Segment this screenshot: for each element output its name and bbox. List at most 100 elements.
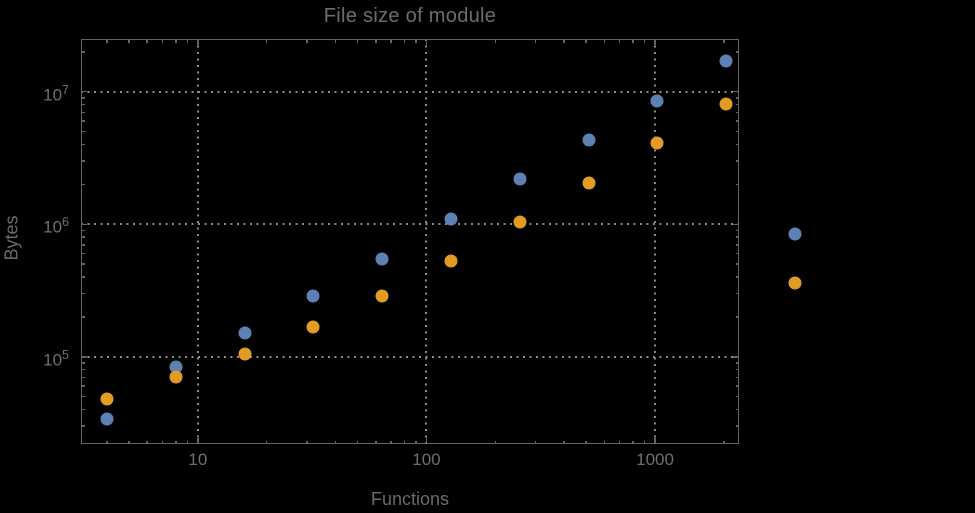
y-minor-tick (81, 368, 85, 371)
y-minor-tick (735, 160, 739, 162)
y-minor-tick (81, 111, 85, 114)
y-minor-tick (735, 276, 739, 278)
x-minor-tick (390, 440, 392, 444)
plot-area: 10 100 1000 105 106 107 (43, 39, 802, 469)
data-point-orange (169, 370, 183, 384)
data-point-orange (375, 289, 389, 303)
y-minor-tick (735, 130, 739, 133)
y-minor-tick (81, 385, 85, 387)
y-minor-tick (735, 292, 739, 295)
y-minor-tick (81, 395, 85, 398)
data-point-orange (513, 215, 527, 229)
data-point-orange (100, 392, 114, 406)
data-point-orange (444, 254, 458, 268)
data-point-orange (306, 320, 320, 334)
x-minor-tick (563, 440, 565, 444)
y-minor-tick (735, 183, 739, 186)
data-point-blue (375, 252, 389, 266)
data-point-blue (788, 227, 802, 241)
y-gridline (81, 90, 739, 93)
data-point-blue (650, 94, 664, 108)
y-minor-tick (81, 316, 85, 318)
y-tick-label: 107 (43, 82, 69, 105)
x-minor-tick (643, 440, 646, 444)
x-minor-tick (403, 39, 406, 43)
y-minor-tick (81, 97, 85, 99)
x-minor-tick (563, 39, 565, 43)
x-minor-tick (403, 440, 406, 444)
data-point-blue (238, 326, 252, 340)
x-minor-tick (106, 39, 108, 43)
x-minor-tick (390, 39, 392, 43)
y-minor-tick (735, 229, 739, 232)
x-minor-tick (494, 39, 497, 43)
x-minor-tick (356, 440, 359, 444)
data-point-orange (582, 176, 596, 190)
x-major-tick (425, 39, 428, 45)
y-minor-tick (81, 408, 85, 411)
y-minor-tick (735, 236, 739, 238)
x-minor-tick (265, 440, 268, 444)
y-minor-tick (735, 97, 739, 99)
x-minor-tick (334, 39, 337, 43)
y-major-tick (733, 90, 739, 93)
y-axis-label: Bytes (1, 215, 22, 261)
y-minor-tick (735, 362, 739, 364)
x-major-tick (197, 39, 199, 45)
data-point-blue (444, 212, 458, 226)
y-minor-tick (735, 120, 739, 122)
x-minor-tick (128, 440, 130, 444)
y-minor-tick (81, 425, 85, 427)
x-minor-tick (643, 39, 646, 43)
x-minor-tick (161, 39, 164, 43)
x-minor-tick (146, 39, 148, 43)
x-minor-tick (186, 440, 189, 444)
y-minor-tick (81, 229, 85, 232)
x-minor-tick (415, 39, 417, 43)
y-gridline (81, 223, 739, 226)
y-major-tick (81, 356, 87, 358)
x-minor-tick (585, 440, 587, 444)
x-minor-tick (415, 440, 417, 444)
y-minor-tick (81, 103, 85, 106)
y-minor-tick (735, 263, 739, 265)
x-minor-tick (375, 440, 377, 444)
y-minor-tick (81, 120, 85, 122)
x-tick-label: 100 (412, 450, 441, 469)
y-minor-tick (81, 183, 85, 186)
chart-title: File size of module (323, 5, 497, 27)
data-point-blue (719, 54, 733, 68)
y-minor-tick (735, 376, 739, 379)
y-minor-tick (735, 252, 739, 255)
data-point-blue (582, 133, 596, 147)
data-point-orange (719, 97, 733, 111)
x-minor-tick (632, 39, 634, 43)
y-major-tick (81, 90, 87, 93)
x-minor-tick (128, 39, 130, 43)
x-minor-tick (146, 440, 148, 444)
x-minor-tick (534, 440, 537, 444)
x-minor-tick (723, 440, 725, 444)
x-minor-tick (356, 39, 359, 43)
y-minor-tick (81, 244, 85, 246)
x-tick-label: 1000 (636, 450, 674, 469)
x-minor-tick (534, 39, 537, 43)
x-minor-tick (618, 440, 621, 444)
x-minor-tick (175, 440, 177, 444)
x-minor-tick (632, 440, 634, 444)
y-minor-tick (735, 316, 739, 318)
y-minor-tick (735, 385, 739, 387)
y-minor-tick (81, 130, 85, 133)
y-major-tick (733, 223, 739, 226)
y-minor-tick (735, 111, 739, 114)
x-minor-tick (161, 440, 164, 444)
y-tick-label: 106 (43, 215, 69, 237)
y-minor-tick (735, 425, 739, 427)
x-minor-tick (618, 39, 621, 43)
y-gridline (81, 355, 739, 358)
x-minor-tick (334, 440, 337, 444)
y-minor-tick (81, 376, 85, 379)
y-minor-tick (735, 143, 739, 146)
y-minor-tick (81, 51, 85, 53)
